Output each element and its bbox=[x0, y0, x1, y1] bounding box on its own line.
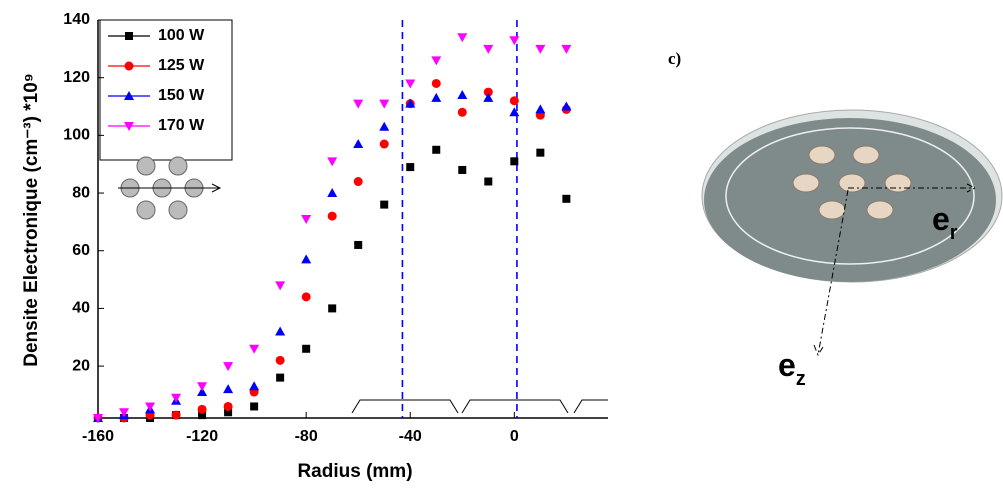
y-tick-label: 60 bbox=[72, 242, 90, 259]
legend bbox=[99, 19, 233, 161]
marker bbox=[327, 188, 338, 198]
marker bbox=[380, 200, 389, 209]
marker bbox=[275, 281, 286, 291]
marker bbox=[562, 194, 571, 203]
marker bbox=[458, 165, 467, 174]
marker bbox=[327, 211, 337, 221]
y-tick-label: 40 bbox=[72, 300, 90, 317]
radial-axis-label: er bbox=[932, 201, 958, 244]
marker bbox=[327, 157, 338, 167]
marker bbox=[509, 107, 520, 117]
y-tick-label: 120 bbox=[63, 69, 90, 86]
y-tick-label: 140 bbox=[63, 11, 90, 28]
plate-illustration bbox=[701, 109, 1003, 357]
marker bbox=[536, 148, 545, 157]
marker bbox=[535, 104, 546, 114]
inset-arrow bbox=[118, 183, 222, 193]
marker bbox=[431, 92, 442, 102]
marker bbox=[353, 139, 364, 149]
marker bbox=[197, 382, 208, 392]
marker bbox=[171, 393, 182, 403]
x-axis-label: Radius (mm) bbox=[297, 461, 412, 482]
marker bbox=[457, 107, 467, 117]
marker bbox=[354, 240, 363, 249]
legend-marker bbox=[124, 61, 134, 71]
x-tick-label: -40 bbox=[399, 428, 422, 445]
bracket-decoration bbox=[351, 399, 608, 414]
axial-axis-label: ez bbox=[778, 347, 806, 390]
marker bbox=[379, 99, 390, 109]
marker bbox=[431, 56, 442, 66]
x-tick-label: -80 bbox=[295, 428, 318, 445]
marker bbox=[405, 98, 416, 108]
marker bbox=[457, 33, 468, 43]
legend-label: 150 W bbox=[158, 87, 205, 104]
marker bbox=[483, 92, 494, 102]
marker bbox=[197, 387, 208, 397]
y-tick-label: 20 bbox=[72, 357, 90, 374]
marker bbox=[561, 44, 572, 54]
marker bbox=[249, 344, 260, 354]
marker bbox=[431, 78, 441, 88]
marker bbox=[457, 89, 468, 99]
marker bbox=[406, 163, 415, 172]
marker bbox=[145, 402, 156, 412]
y-tick-label: 80 bbox=[72, 184, 90, 201]
marker bbox=[535, 44, 546, 54]
marker bbox=[276, 373, 285, 382]
marker bbox=[250, 402, 259, 411]
marker bbox=[484, 177, 493, 186]
y-tick-label: 100 bbox=[63, 127, 90, 144]
marker bbox=[197, 404, 207, 414]
marker bbox=[510, 157, 519, 166]
legend-marker bbox=[124, 91, 134, 100]
marker bbox=[223, 362, 234, 372]
marker bbox=[275, 326, 286, 336]
legend-label: 125 W bbox=[158, 57, 205, 74]
marker bbox=[405, 79, 416, 89]
marker bbox=[301, 215, 312, 224]
marker bbox=[379, 121, 390, 131]
marker bbox=[483, 44, 494, 54]
marker bbox=[379, 139, 389, 149]
legend-label: 100 W bbox=[158, 27, 205, 44]
legend-label: 170 W bbox=[158, 117, 205, 134]
marker bbox=[249, 381, 260, 391]
marker bbox=[353, 177, 363, 187]
marker bbox=[509, 96, 519, 106]
x-tick-label: -120 bbox=[186, 428, 218, 445]
marker bbox=[483, 87, 493, 97]
marker bbox=[353, 99, 364, 109]
legend-marker bbox=[124, 122, 134, 131]
marker bbox=[432, 145, 441, 154]
marker bbox=[509, 36, 520, 46]
marker bbox=[223, 384, 234, 394]
marker bbox=[328, 304, 337, 313]
marker bbox=[171, 410, 181, 420]
y-axis-label: Densite Electronique (cm⁻³) *10⁹ bbox=[21, 73, 42, 367]
x-tick-label: -160 bbox=[82, 428, 114, 445]
marker bbox=[275, 355, 285, 365]
marker bbox=[119, 408, 130, 418]
marker bbox=[561, 101, 572, 111]
marker bbox=[302, 344, 311, 353]
marker bbox=[301, 292, 311, 302]
x-tick-label: 0 bbox=[510, 428, 519, 445]
marker bbox=[93, 414, 103, 423]
legend-marker bbox=[125, 32, 133, 40]
marker bbox=[301, 254, 312, 264]
marker bbox=[198, 411, 207, 420]
panel-label: c) bbox=[668, 49, 681, 68]
marker bbox=[224, 408, 233, 417]
marker bbox=[223, 401, 233, 411]
